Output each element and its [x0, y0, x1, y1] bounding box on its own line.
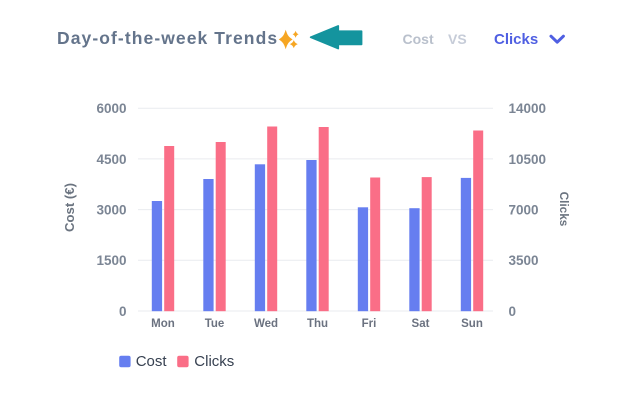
svg-text:10500: 10500 — [509, 152, 547, 167]
svg-text:Fri: Fri — [362, 318, 377, 330]
svg-text:3000: 3000 — [96, 203, 126, 218]
svg-text:Clicks: Clicks — [557, 192, 571, 227]
svg-text:Mon: Mon — [151, 318, 175, 330]
svg-text:VS: VS — [448, 31, 467, 47]
svg-text:Sun: Sun — [461, 318, 483, 330]
svg-text:Wed: Wed — [254, 318, 278, 330]
svg-text:4500: 4500 — [96, 152, 126, 167]
svg-text:Clicks: Clicks — [194, 353, 234, 370]
svg-text:Cost: Cost — [136, 353, 168, 370]
svg-text:3500: 3500 — [509, 253, 539, 268]
svg-text:14000: 14000 — [509, 101, 547, 116]
svg-text:Cost (€): Cost (€) — [62, 183, 77, 232]
svg-text:Thu: Thu — [307, 318, 328, 330]
svg-text:Clicks: Clicks — [494, 31, 538, 48]
svg-text:0: 0 — [509, 304, 517, 319]
svg-text:0: 0 — [119, 304, 127, 319]
svg-text:1500: 1500 — [96, 253, 126, 268]
svg-text:7000: 7000 — [509, 203, 539, 218]
svg-text:Day-of-the-week Trends: Day-of-the-week Trends — [57, 28, 278, 48]
svg-text:Cost: Cost — [403, 31, 434, 47]
svg-text:6000: 6000 — [96, 101, 126, 116]
svg-text:Sat: Sat — [412, 318, 430, 330]
svg-text:Tue: Tue — [205, 318, 225, 330]
